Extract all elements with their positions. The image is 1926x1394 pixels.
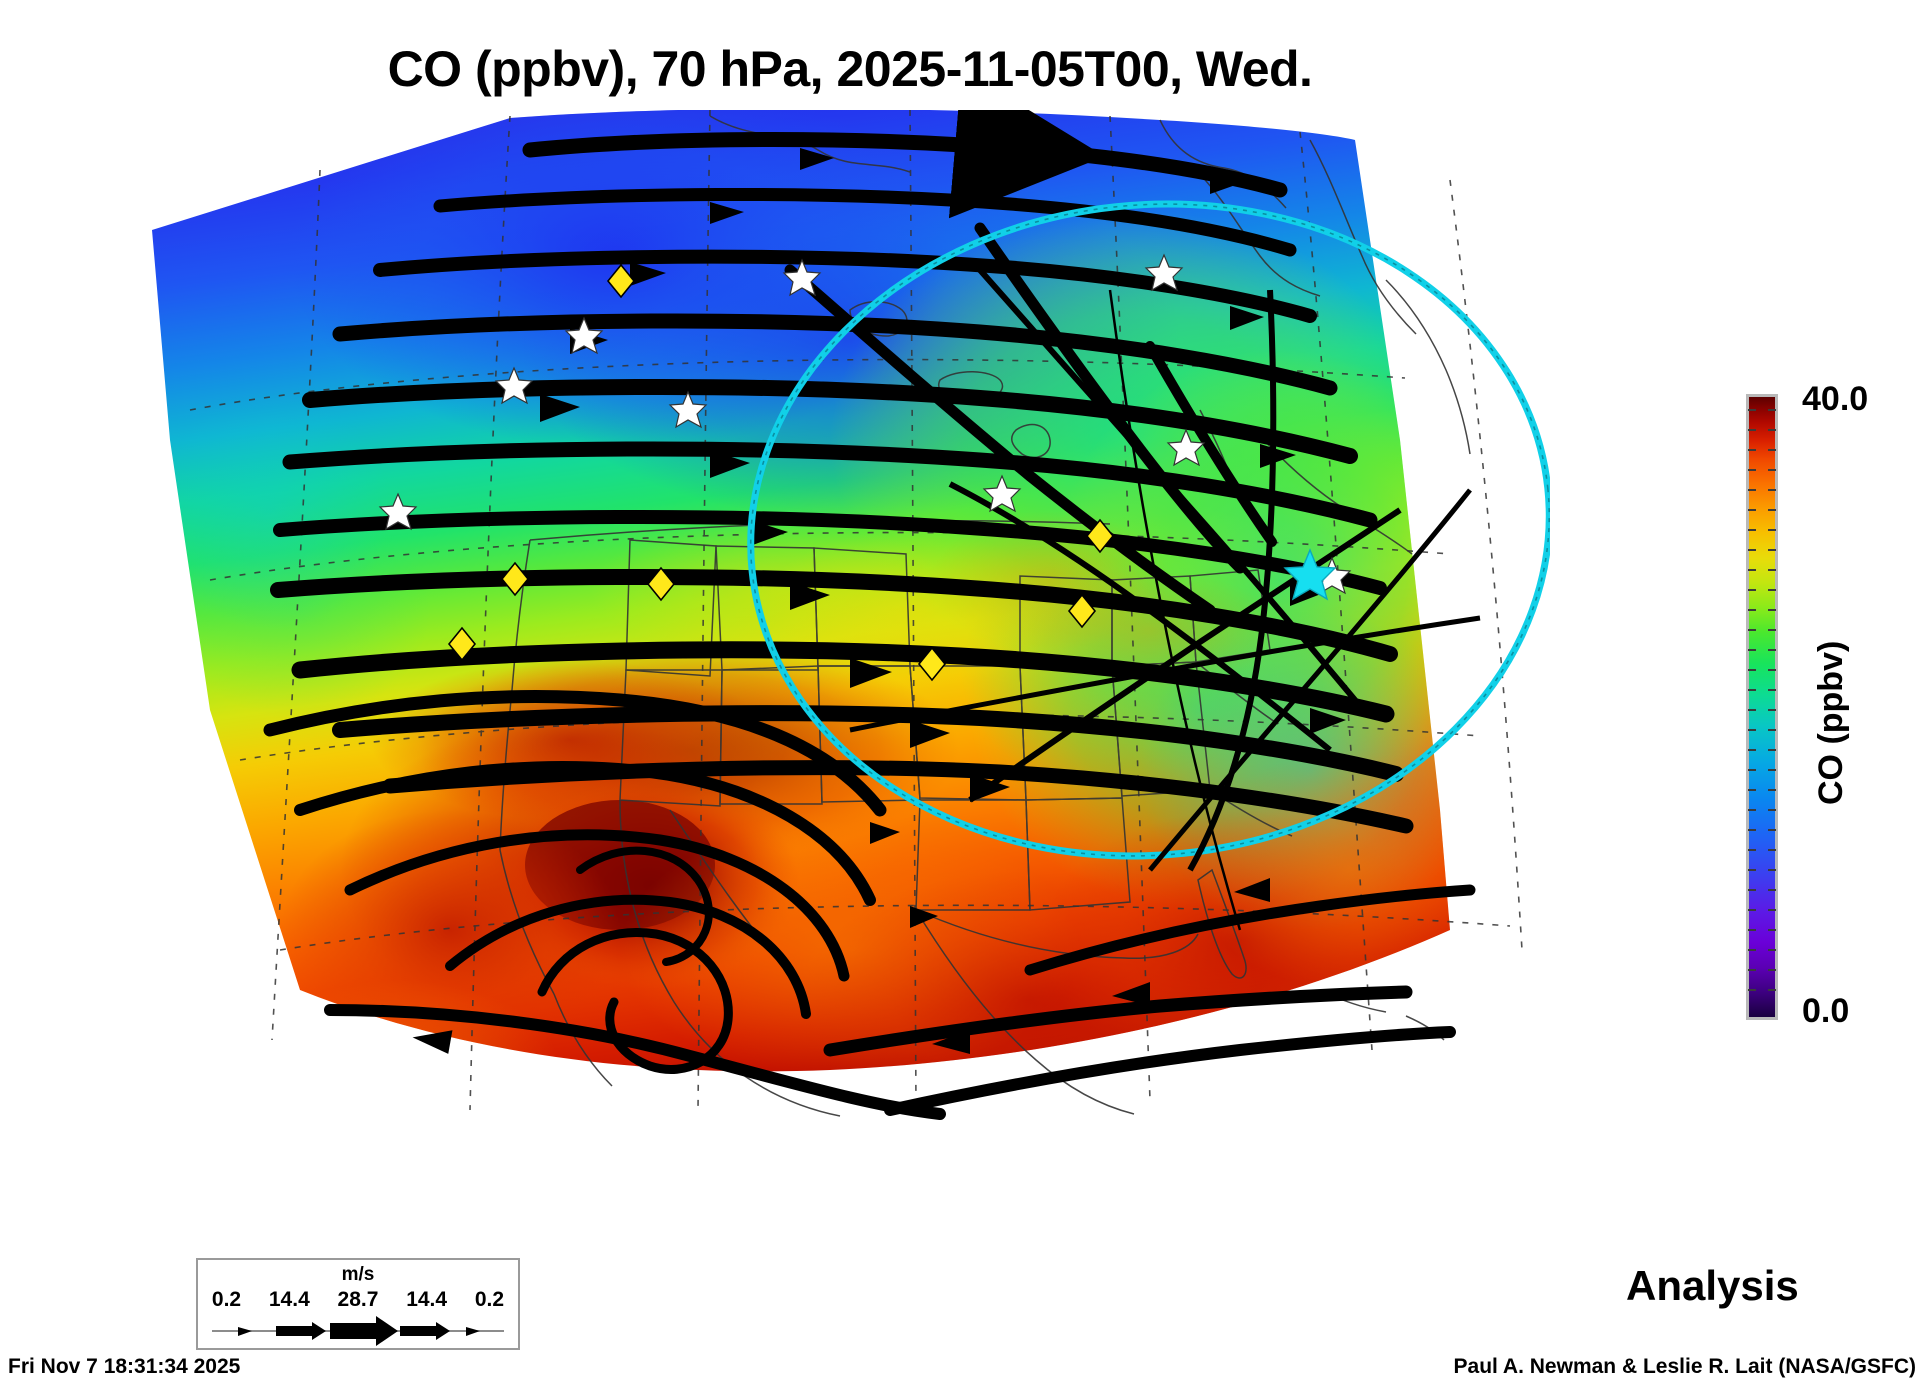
wind-legend-value-3: 28.7: [337, 1288, 379, 1311]
author-credit: Paul A. Newman & Leslie R. Lait (NASA/GS…: [1453, 1355, 1916, 1378]
wind-legend-value-1: 0.2: [211, 1288, 242, 1311]
generation-timestamp: Fri Nov 7 18:31:34 2025: [8, 1355, 241, 1378]
wind-legend-arrow-scale: [212, 1316, 504, 1346]
marker-layer[interactable]: [378, 253, 1352, 682]
wind-legend-value-5: 0.2: [474, 1288, 505, 1311]
page-title: CO (ppbv), 70 hPa, 2025-11-05T00, Wed.: [387, 41, 1313, 97]
flight-track-layer: [849, 268, 1481, 931]
wind-legend-values: 0.2 14.4 28.7 14.4 0.2: [198, 1288, 518, 1312]
map-panel[interactable]: [150, 110, 1550, 1120]
streamline-layer: [263, 110, 1476, 1120]
range-circle: [747, 200, 1550, 860]
wind-legend-value-4: 14.4: [406, 1288, 448, 1311]
analysis-label: Analysis: [1626, 1262, 1799, 1309]
station-marker-diamond[interactable]: [447, 263, 1115, 682]
wind-legend-unit: m/s: [341, 1264, 375, 1285]
wind-legend-value-2: 14.4: [268, 1288, 310, 1311]
wind-speed-legend: m/s 0.2 14.4 28.7 14.4 0.2: [196, 1258, 520, 1350]
colorbar-gradient: [1746, 394, 1778, 1020]
colorbar-max-label: 40.0: [1802, 380, 1869, 418]
circle-center-star[interactable]: [1283, 548, 1337, 601]
colorbar-axis-label: CO (ppbv): [1812, 640, 1850, 805]
co-concentration-map[interactable]: [150, 110, 1550, 1120]
colorbar-group: 40.0 0.0 CO (ppbv): [1740, 380, 1926, 1040]
colorbar-min-label: 0.0: [1802, 992, 1850, 1030]
